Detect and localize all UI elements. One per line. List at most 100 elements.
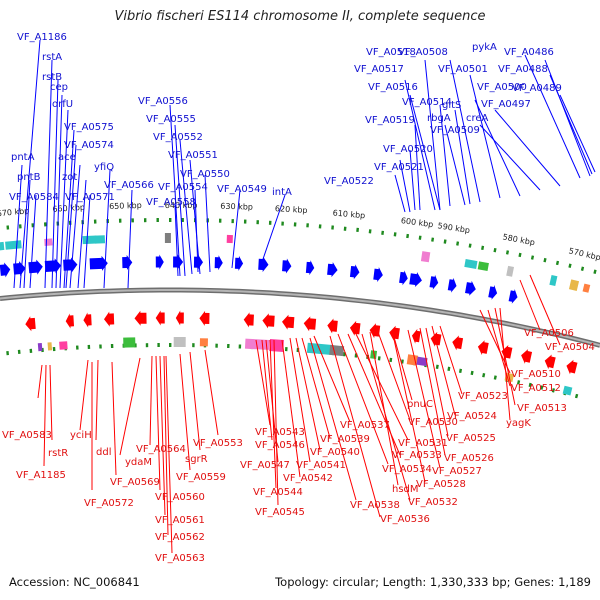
bottom-gene-label: rstR: [48, 448, 68, 459]
feature-block: [59, 341, 68, 350]
top-leader-line: [59, 109, 69, 289]
top-gene-label: VF_A0517: [354, 64, 404, 75]
top-leader-line: [549, 74, 593, 175]
bottom-leader-line: [313, 335, 351, 423]
outer-tick-mark: [406, 233, 410, 239]
top-leader-line: [19, 39, 41, 289]
inner-tick-mark: [29, 348, 33, 353]
outer-tick-mark: [456, 241, 460, 246]
feature-block: [549, 274, 558, 287]
outer-tick-mark: [268, 220, 272, 225]
inner-tick-mark: [493, 375, 497, 380]
top-leader-line: [174, 204, 179, 277]
forward-gene-arrow: [508, 289, 518, 304]
bottom-gene-label: VF_A0504: [545, 342, 595, 353]
inner-tick-mark: [389, 357, 393, 363]
outer-tick-mark: [343, 226, 347, 231]
top-leader-line: [55, 94, 63, 289]
bottom-leader-line: [49, 364, 53, 441]
feature-block: [226, 234, 233, 244]
feature-block: [173, 336, 186, 348]
forward-gene-arrow: [349, 264, 360, 280]
bottom-gene-label: VF_A0510: [511, 369, 561, 380]
inner-tick-mark: [227, 343, 230, 349]
feature-block: [370, 350, 378, 359]
inner-tick-mark: [435, 364, 439, 370]
reverse-gene-arrow: [349, 320, 361, 336]
top-gene-label: VF_A0552: [153, 132, 203, 143]
bottom-gene-label: VF_A0523: [458, 391, 508, 402]
forward-gene-arrow: [13, 261, 26, 277]
bottom-gene-label: VF_A0534: [382, 464, 432, 475]
outer-tick-mark: [169, 218, 172, 222]
reverse-gene-arrow: [25, 316, 36, 332]
reverse-gene-arrow: [389, 325, 400, 341]
outer-tick-mark: [156, 217, 159, 223]
inner-tick-mark: [574, 393, 579, 399]
bottom-leader-line: [281, 339, 301, 478]
bottom-leader-line: [255, 339, 271, 426]
top-leader-line: [51, 79, 59, 289]
outer-tick-mark: [518, 252, 522, 258]
top-leader-line: [469, 74, 501, 199]
bottom-gene-label: sgrR: [185, 454, 208, 465]
top-leader-line: [444, 124, 466, 206]
bottom-leader-line: [179, 353, 191, 471]
inner-tick-mark: [87, 344, 91, 350]
bottom-gene-label: VF_A0572: [84, 498, 134, 509]
forward-gene-arrow: [234, 255, 244, 271]
forward-gene-arrow: [488, 285, 498, 300]
bottom-gene-label: VF_A0527: [432, 466, 482, 477]
bottom-leader-line: [329, 335, 381, 518]
top-gene-label: VF_A0575: [64, 122, 114, 133]
bottom-gene-label: VF_A0544: [253, 487, 303, 498]
bottom-leader-line: [111, 361, 117, 476]
reverse-gene-arrow: [411, 328, 421, 344]
bottom-leader-line: [295, 337, 321, 451]
top-gene-label: VF_A0516: [368, 82, 418, 93]
outer-tick-mark: [218, 218, 222, 223]
top-gene-label: rbgA: [427, 113, 451, 124]
reverse-gene-arrow: [369, 323, 381, 339]
bottom-leader-line: [369, 331, 399, 486]
outer-tick-mark: [580, 266, 585, 271]
reverse-gene-arrow: [83, 312, 92, 328]
top-gene-label: pykA: [472, 42, 497, 53]
reverse-gene-arrow: [430, 331, 442, 347]
inner-tick-mark: [145, 343, 149, 348]
inner-tick-mark: [528, 382, 532, 388]
bottom-gene-label: VF_A0506: [524, 328, 574, 339]
bottom-gene-label: VF_A0526: [444, 453, 494, 464]
top-gene-label: VF_A0497: [481, 99, 531, 110]
feature-block: [406, 354, 419, 366]
feature-block: [164, 232, 171, 244]
kbp-tick-label: 670 kbp: [0, 206, 30, 218]
bottom-leader-line: [425, 327, 449, 437]
bottom-gene-label: VF_A0531: [398, 438, 448, 449]
top-gene-label: VF_A0550: [180, 169, 230, 180]
inner-tick-mark: [52, 347, 56, 352]
forward-gene-arrow: [465, 280, 476, 296]
feature-block: [329, 344, 345, 357]
top-leader-line: [404, 79, 436, 211]
outer-tick-mark: [318, 224, 322, 229]
feature-block: [269, 339, 284, 352]
outer-tick-mark: [356, 227, 360, 233]
forward-gene-arrow: [373, 267, 383, 282]
forward-gene-arrow: [214, 255, 223, 271]
kbp-tick-label: 600 kbp: [400, 216, 434, 229]
bottom-gene-label: VF_A0562: [155, 532, 205, 543]
bottom-gene-label: yciH: [70, 430, 92, 441]
forward-gene-arrow: [258, 256, 269, 272]
top-leader-line: [559, 94, 596, 173]
accession-text: Accession: NC_006841: [9, 575, 140, 589]
top-gene-label: VF_A0518: [366, 47, 416, 58]
top-gene-label: VF_A1186: [17, 32, 67, 43]
top-leader-line: [544, 59, 591, 177]
top-leader-line: [189, 159, 201, 275]
feature-block: [94, 235, 106, 244]
top-leader-line: [77, 179, 87, 289]
bottom-leader-line: [439, 325, 463, 395]
bottom-gene-label: VF_A1185: [16, 470, 66, 481]
outer-tick-mark: [181, 217, 184, 223]
